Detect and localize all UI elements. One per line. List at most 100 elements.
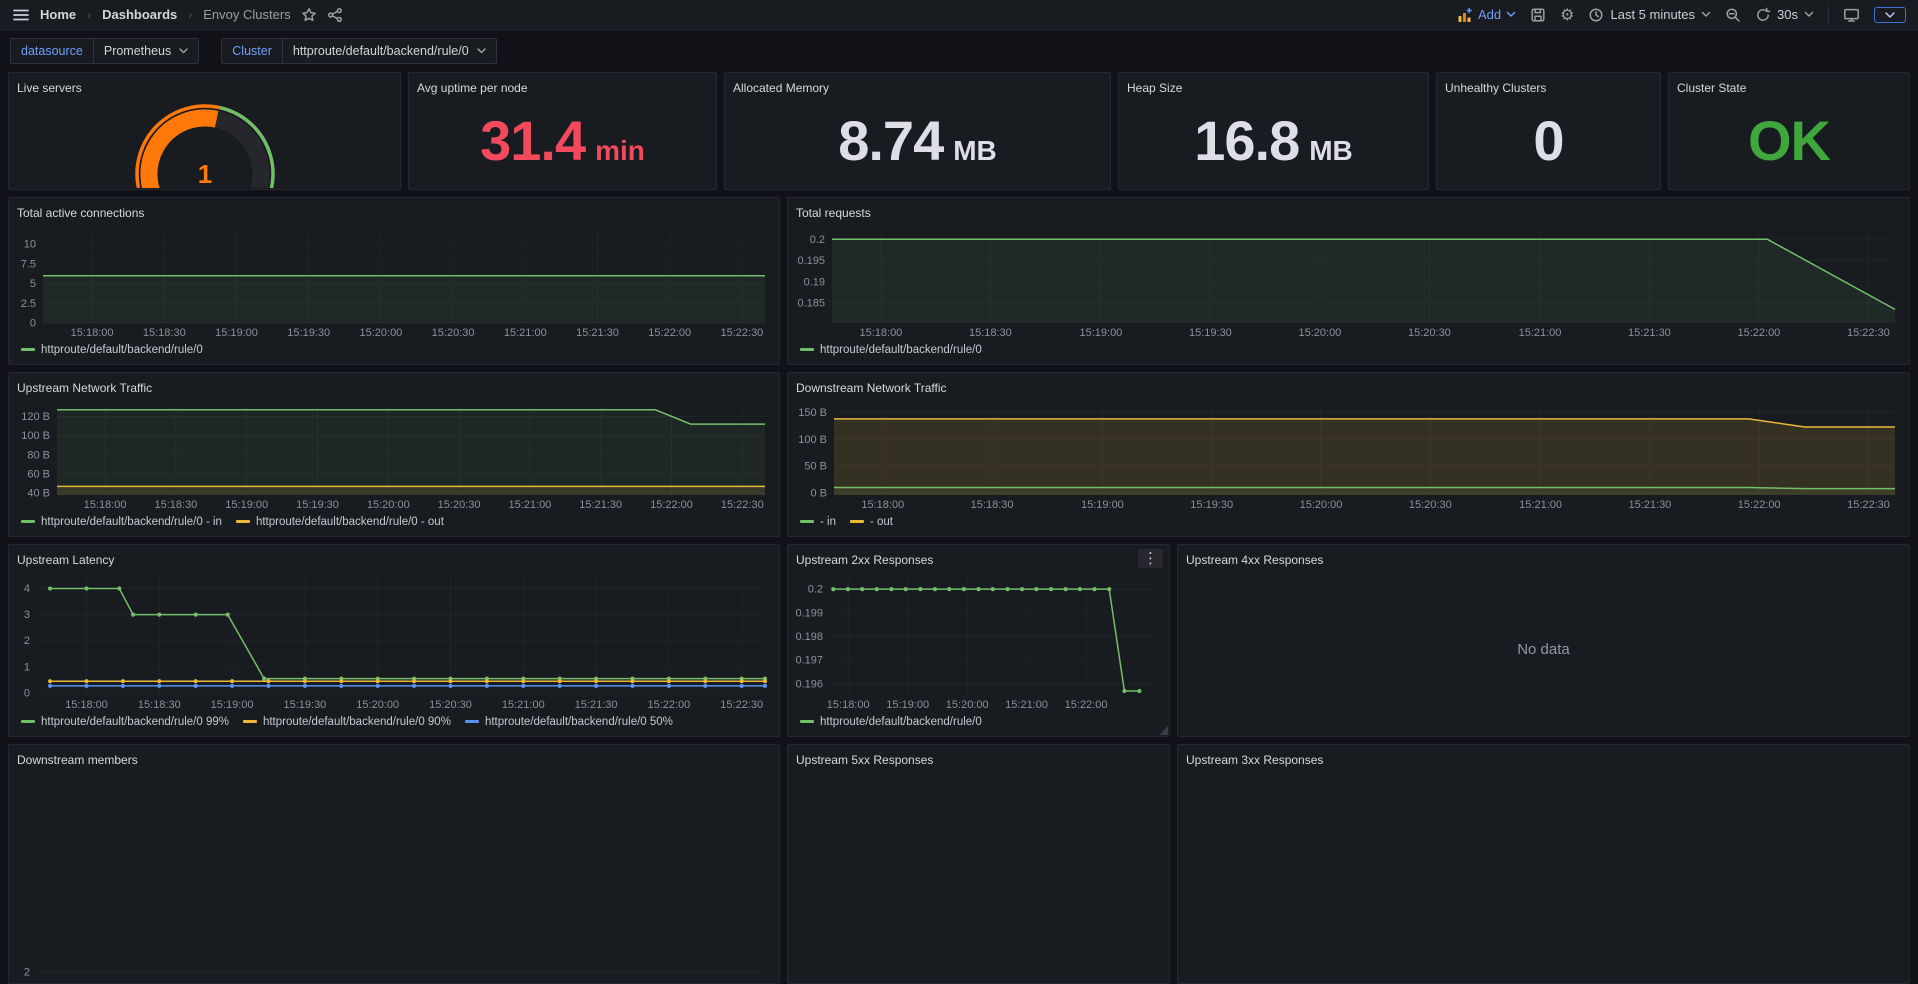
svg-text:0 B: 0 B [810, 487, 827, 499]
upstream-network-traffic-chart[interactable]: 120 B100 B80 B60 B40 B15:18:0015:18:3015… [17, 397, 771, 513]
legend-item[interactable]: httproute/default/backend/rule/0 [21, 344, 203, 356]
svg-text:0.19: 0.19 [804, 276, 825, 288]
svg-text:120 B: 120 B [21, 411, 50, 423]
chart-legend: httproute/default/backend/rule/0 [796, 713, 1161, 730]
add-button[interactable]: Add [1457, 7, 1516, 23]
legend-item[interactable]: httproute/default/backend/rule/0 90% [243, 716, 451, 728]
svg-text:15:18:00: 15:18:00 [71, 327, 114, 339]
svg-text:15:21:30: 15:21:30 [1628, 499, 1671, 511]
chart-legend: - in - out [796, 513, 1901, 530]
panel-total-active-connections: Total active connections 107.552.5015:18… [8, 197, 780, 365]
downstream-members-chart[interactable]: 2 [17, 769, 771, 977]
time-range-picker[interactable]: Last 5 minutes [1588, 7, 1711, 23]
downstream-network-traffic-chart[interactable]: 150 B100 B50 B0 B15:18:0015:18:3015:19:0… [796, 397, 1901, 513]
refresh-interval-label: 30s [1777, 7, 1798, 22]
svg-text:0.2: 0.2 [810, 234, 825, 246]
legend-item[interactable]: httproute/default/backend/rule/0 50% [465, 716, 673, 728]
svg-text:15:22:30: 15:22:30 [1847, 499, 1890, 511]
legend-item[interactable]: httproute/default/backend/rule/0 - out [236, 516, 444, 528]
svg-text:15:22:30: 15:22:30 [720, 699, 763, 711]
panel-title[interactable]: Upstream Latency [17, 551, 771, 569]
panel-resize-handle[interactable] [1159, 726, 1168, 735]
refresh-picker[interactable]: 30s [1755, 7, 1814, 23]
svg-text:15:21:00: 15:21:00 [1519, 499, 1562, 511]
variable-cluster-label: Cluster [221, 38, 282, 64]
svg-text:15:22:00: 15:22:00 [647, 699, 690, 711]
variable-datasource-select[interactable]: Prometheus [93, 38, 199, 64]
legend-series-dash [465, 720, 479, 723]
variable-cluster-select[interactable]: httproute/default/backend/rule/0 [282, 38, 497, 64]
panel-title[interactable]: Heap Size [1127, 79, 1420, 97]
legend-item[interactable]: httproute/default/backend/rule/0 - in [21, 516, 222, 528]
panel-menu-kebab-icon[interactable]: ⋮ [1138, 549, 1163, 568]
panel-title[interactable]: Upstream Network Traffic [17, 379, 771, 397]
legend-item[interactable]: httproute/default/backend/rule/0 99% [21, 716, 229, 728]
svg-text:15:20:00: 15:20:00 [1298, 327, 1341, 339]
chart-canvas: 0.20.1950.190.18515:18:0015:18:3015:19:0… [796, 222, 1901, 341]
panel-upstream-latency: Upstream Latency 4321015:18:0015:18:3015… [8, 544, 780, 737]
panel-title[interactable]: Upstream 5xx Responses [796, 751, 1161, 769]
panel-title[interactable]: Total active connections [17, 204, 771, 222]
upstream-latency-chart[interactable]: 4321015:18:0015:18:3015:19:0015:19:3015:… [17, 569, 771, 713]
upstream-5xx-responses-chart[interactable] [796, 769, 1161, 977]
save-dashboard-icon[interactable] [1530, 7, 1546, 23]
svg-text:15:20:30: 15:20:30 [429, 699, 472, 711]
svg-text:15:18:00: 15:18:00 [859, 327, 902, 339]
panel-title[interactable]: Upstream 3xx Responses [1186, 751, 1901, 769]
breadcrumb-home[interactable]: Home [40, 7, 76, 22]
chart-canvas: 2 [17, 769, 771, 977]
svg-text:15:21:30: 15:21:30 [575, 699, 618, 711]
svg-text:15:19:00: 15:19:00 [1081, 499, 1124, 511]
legend-item[interactable]: - out [850, 516, 893, 528]
panel-title[interactable]: Cluster State [1677, 79, 1901, 97]
panel-upstream-4xx-responses: Upstream 4xx Responses No data [1177, 544, 1910, 737]
svg-text:2: 2 [24, 967, 30, 978]
share-icon[interactable] [327, 7, 343, 23]
kiosk-monitor-icon[interactable] [1843, 7, 1860, 23]
upstream-3xx-responses-chart[interactable] [1186, 769, 1901, 977]
svg-text:7.5: 7.5 [21, 258, 36, 270]
svg-text:0.195: 0.195 [797, 255, 825, 267]
svg-text:40 B: 40 B [27, 488, 50, 500]
svg-text:15:20:00: 15:20:00 [359, 327, 402, 339]
svg-text:15:19:30: 15:19:30 [283, 699, 326, 711]
svg-text:0: 0 [24, 687, 30, 699]
svg-text:15:21:00: 15:21:00 [1519, 327, 1562, 339]
svg-text:15:18:00: 15:18:00 [827, 699, 870, 711]
star-icon[interactable] [301, 7, 317, 23]
svg-text:15:20:30: 15:20:30 [432, 327, 475, 339]
panel-title[interactable]: Avg uptime per node [417, 79, 708, 97]
legend-series-dash [21, 520, 35, 523]
svg-text:0.185: 0.185 [797, 298, 825, 310]
svg-text:15:18:00: 15:18:00 [65, 699, 108, 711]
panel-title[interactable]: Upstream 4xx Responses [1186, 551, 1901, 569]
total-requests-chart[interactable]: 0.20.1950.190.18515:18:0015:18:3015:19:0… [796, 222, 1901, 341]
svg-text:0.2: 0.2 [808, 584, 823, 596]
panel-title[interactable]: Total requests [796, 204, 1901, 222]
breadcrumb-dashboards[interactable]: Dashboards [102, 7, 177, 22]
legend-item[interactable]: httproute/default/backend/rule/0 [800, 716, 982, 728]
chevron-down-icon [179, 48, 188, 54]
panel-unhealthy-clusters: Unhealthy Clusters 0 [1436, 72, 1661, 190]
gear-icon[interactable]: ⚙ [1560, 7, 1574, 23]
stat-value: 0 [1533, 108, 1563, 173]
time-range-label: Last 5 minutes [1610, 7, 1695, 22]
svg-text:0.197: 0.197 [796, 655, 823, 667]
collapse-nav-button[interactable] [1874, 7, 1906, 23]
zoom-out-icon[interactable] [1725, 7, 1741, 23]
hamburger-menu-icon[interactable] [12, 7, 30, 23]
panel-title[interactable]: Allocated Memory [733, 79, 1102, 97]
panel-title[interactable]: Downstream Network Traffic [796, 379, 1901, 397]
svg-text:15:21:30: 15:21:30 [576, 327, 619, 339]
svg-text:100 B: 100 B [798, 434, 827, 446]
variable-cluster: Cluster httproute/default/backend/rule/0 [221, 38, 496, 64]
total-active-connections-chart[interactable]: 107.552.5015:18:0015:18:3015:19:0015:19:… [17, 222, 771, 341]
panel-title[interactable]: Downstream members [17, 751, 771, 769]
legend-item[interactable]: httproute/default/backend/rule/0 [800, 344, 982, 356]
svg-text:15:22:30: 15:22:30 [720, 327, 763, 339]
panel-title[interactable]: Upstream 2xx Responses [796, 551, 1161, 569]
panel-title[interactable]: Unhealthy Clusters [1445, 79, 1652, 97]
legend-item[interactable]: - in [800, 516, 836, 528]
upstream-2xx-responses-chart[interactable]: 0.20.1990.1980.1970.19615:18:0015:19:001… [796, 569, 1161, 713]
svg-text:15:18:00: 15:18:00 [861, 499, 904, 511]
